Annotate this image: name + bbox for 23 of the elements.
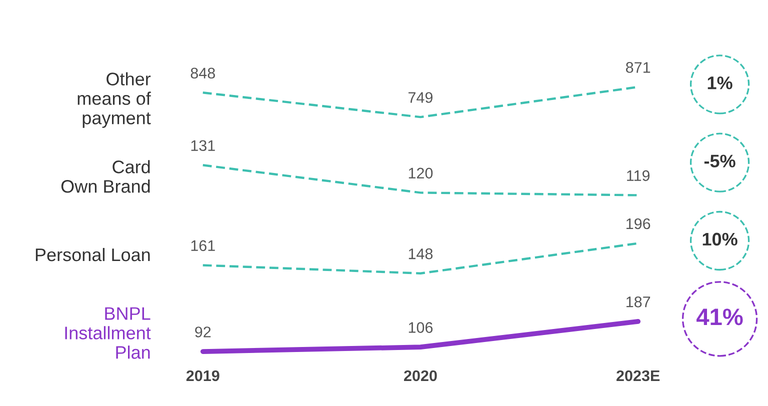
y-axis-title: BNPL Installment Plan xyxy=(65,307,151,359)
y-axis-title: Personal Loan xyxy=(36,248,150,262)
data-label: 848 xyxy=(190,68,215,79)
annotation: -5% xyxy=(704,154,736,168)
data-label: 120 xyxy=(408,168,433,179)
y-axis-title: Card Own Brand xyxy=(61,160,150,193)
annotation: 10% xyxy=(702,232,738,246)
annotation: 41% xyxy=(696,308,743,326)
data-label: 131 xyxy=(191,140,215,152)
data-label: 749 xyxy=(408,92,432,103)
annotation: 1% xyxy=(708,76,732,90)
x-tick-label: 2019 xyxy=(186,370,220,382)
data-label: 148 xyxy=(408,248,433,260)
data-label: 187 xyxy=(626,296,650,308)
data-label: 161 xyxy=(191,240,215,252)
data-label: 871 xyxy=(626,62,650,73)
data-label: 106 xyxy=(408,322,433,333)
x-tick-label: 2020 xyxy=(404,370,437,382)
data-label: 196 xyxy=(626,218,650,230)
y-axis-title: Other means of payment xyxy=(78,72,151,128)
data-label: 119 xyxy=(627,170,650,182)
data-label: 92 xyxy=(195,326,211,338)
x-tick-label: 2023E xyxy=(616,370,660,382)
